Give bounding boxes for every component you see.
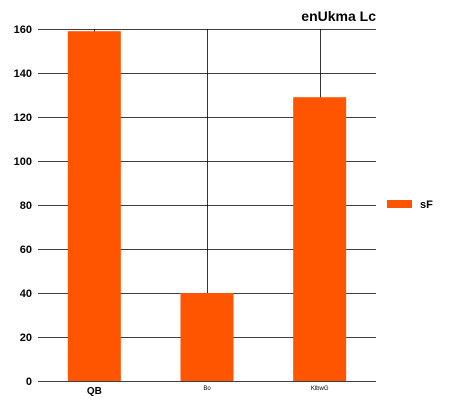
bar	[180, 293, 234, 381]
x-tick-label: QB	[87, 386, 102, 397]
y-tick-label: 140	[14, 68, 32, 80]
legend: sF	[387, 199, 433, 211]
bar	[67, 31, 121, 381]
y-tick-label: 160	[14, 24, 32, 36]
y-tick-label: 60	[20, 244, 32, 256]
legend-swatch	[387, 200, 412, 208]
bar	[293, 97, 347, 381]
bars	[67, 31, 347, 381]
legend-label: sF	[420, 199, 433, 211]
x-tick-label: Bo	[203, 386, 211, 392]
x-axis-ticks: QB Bo KlbwG	[87, 386, 329, 397]
y-tick-label: 20	[20, 332, 32, 344]
y-tick-label: 80	[20, 200, 32, 212]
y-tick-label: 120	[14, 112, 32, 124]
y-tick-label: 100	[14, 156, 32, 168]
x-tick-label: KlbwG	[311, 386, 329, 392]
y-axis-ticks: 0 20 40 60 80 100 120 140 160	[14, 24, 32, 388]
y-tick-label: 0	[26, 376, 32, 388]
y-tick-label: 40	[20, 288, 32, 300]
chart-title: enUkma Lc	[301, 8, 376, 24]
